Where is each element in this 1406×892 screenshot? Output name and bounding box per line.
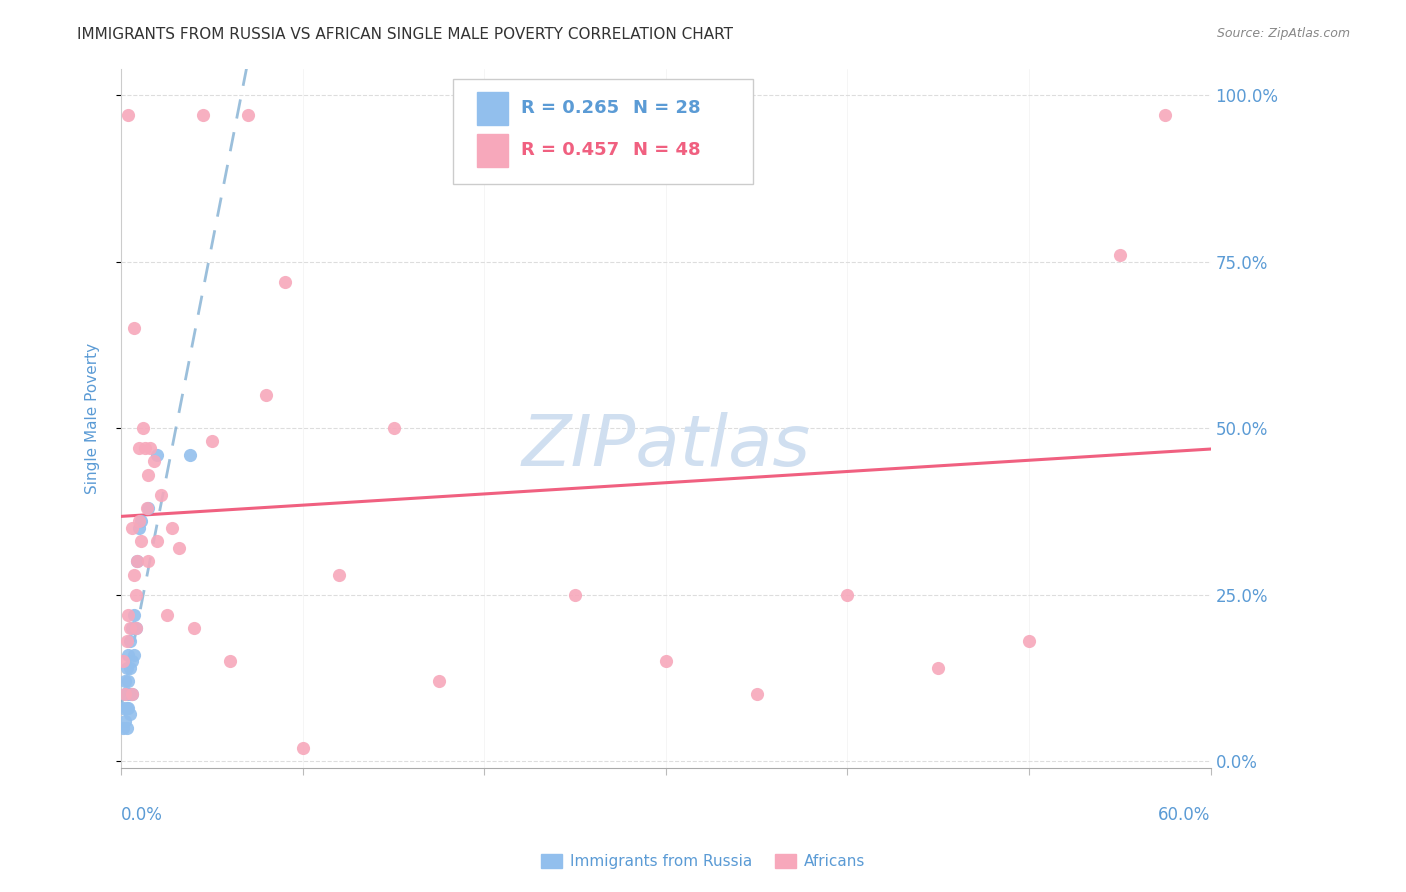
Point — [291, 740, 314, 755]
Point — [115, 634, 138, 648]
Point — [111, 700, 134, 714]
Point — [219, 654, 242, 668]
Point — [427, 674, 450, 689]
Point — [745, 688, 768, 702]
Point — [122, 607, 145, 622]
Point — [927, 661, 949, 675]
Text: Source: ZipAtlas.com: Source: ZipAtlas.com — [1216, 27, 1350, 40]
Text: R = 0.457: R = 0.457 — [522, 141, 619, 160]
Point — [138, 554, 160, 568]
Point — [124, 588, 146, 602]
Point — [120, 707, 142, 722]
Text: N = 28: N = 28 — [633, 99, 700, 118]
Point — [117, 674, 139, 689]
Text: 0.0%: 0.0% — [121, 806, 163, 824]
Point — [273, 275, 295, 289]
Point — [837, 588, 859, 602]
Point — [472, 108, 495, 122]
Point — [120, 621, 142, 635]
Point — [122, 648, 145, 662]
Point — [114, 688, 136, 702]
Point — [121, 654, 143, 668]
Point — [115, 661, 138, 675]
Point — [117, 607, 139, 622]
Point — [120, 634, 142, 648]
Point — [142, 454, 165, 468]
FancyBboxPatch shape — [478, 134, 508, 167]
Point — [146, 448, 169, 462]
Point — [183, 621, 205, 635]
Point — [328, 567, 350, 582]
Point — [121, 521, 143, 535]
Point — [115, 721, 138, 735]
Point — [160, 521, 183, 535]
FancyBboxPatch shape — [478, 92, 508, 125]
Point — [139, 441, 162, 455]
Point — [114, 674, 136, 689]
Point — [1018, 634, 1040, 648]
Point — [201, 434, 224, 449]
Text: IMMIGRANTS FROM RUSSIA VS AFRICAN SINGLE MALE POVERTY CORRELATION CHART: IMMIGRANTS FROM RUSSIA VS AFRICAN SINGLE… — [77, 27, 734, 42]
Point — [121, 621, 143, 635]
Point — [120, 688, 142, 702]
Y-axis label: Single Male Poverty: Single Male Poverty — [86, 343, 100, 493]
Point — [127, 554, 149, 568]
Text: R = 0.265: R = 0.265 — [522, 99, 619, 118]
Point — [138, 467, 160, 482]
Point — [132, 421, 155, 435]
Point — [121, 688, 143, 702]
Point — [121, 688, 143, 702]
Point — [117, 108, 139, 122]
Point — [238, 108, 260, 122]
Point — [129, 534, 152, 549]
Text: 60.0%: 60.0% — [1159, 806, 1211, 824]
Point — [254, 388, 277, 402]
Point — [382, 421, 405, 435]
Point — [115, 688, 138, 702]
Point — [167, 541, 190, 555]
Point — [564, 588, 586, 602]
Point — [155, 607, 177, 622]
Point — [128, 514, 150, 528]
Point — [1154, 108, 1177, 122]
FancyBboxPatch shape — [454, 79, 754, 184]
Point — [150, 488, 173, 502]
Point — [135, 501, 157, 516]
Point — [127, 554, 149, 568]
Legend: Immigrants from Russia, Africans: Immigrants from Russia, Africans — [534, 848, 872, 875]
Point — [146, 534, 169, 549]
Point — [138, 501, 160, 516]
Point — [117, 648, 139, 662]
Point — [1108, 248, 1130, 262]
Point — [128, 441, 150, 455]
Point — [124, 621, 146, 635]
Point — [124, 621, 146, 635]
Point — [120, 661, 142, 675]
Point — [191, 108, 214, 122]
Point — [122, 567, 145, 582]
Point — [655, 654, 678, 668]
Point — [129, 514, 152, 528]
Point — [111, 721, 134, 735]
Point — [134, 441, 156, 455]
Point — [179, 448, 201, 462]
Point — [115, 700, 138, 714]
Point — [114, 714, 136, 728]
Point — [114, 688, 136, 702]
Text: ZIPatlas: ZIPatlas — [522, 411, 810, 481]
Point — [128, 521, 150, 535]
Point — [122, 321, 145, 335]
Text: N = 48: N = 48 — [633, 141, 700, 160]
Point — [117, 700, 139, 714]
Point — [111, 654, 134, 668]
